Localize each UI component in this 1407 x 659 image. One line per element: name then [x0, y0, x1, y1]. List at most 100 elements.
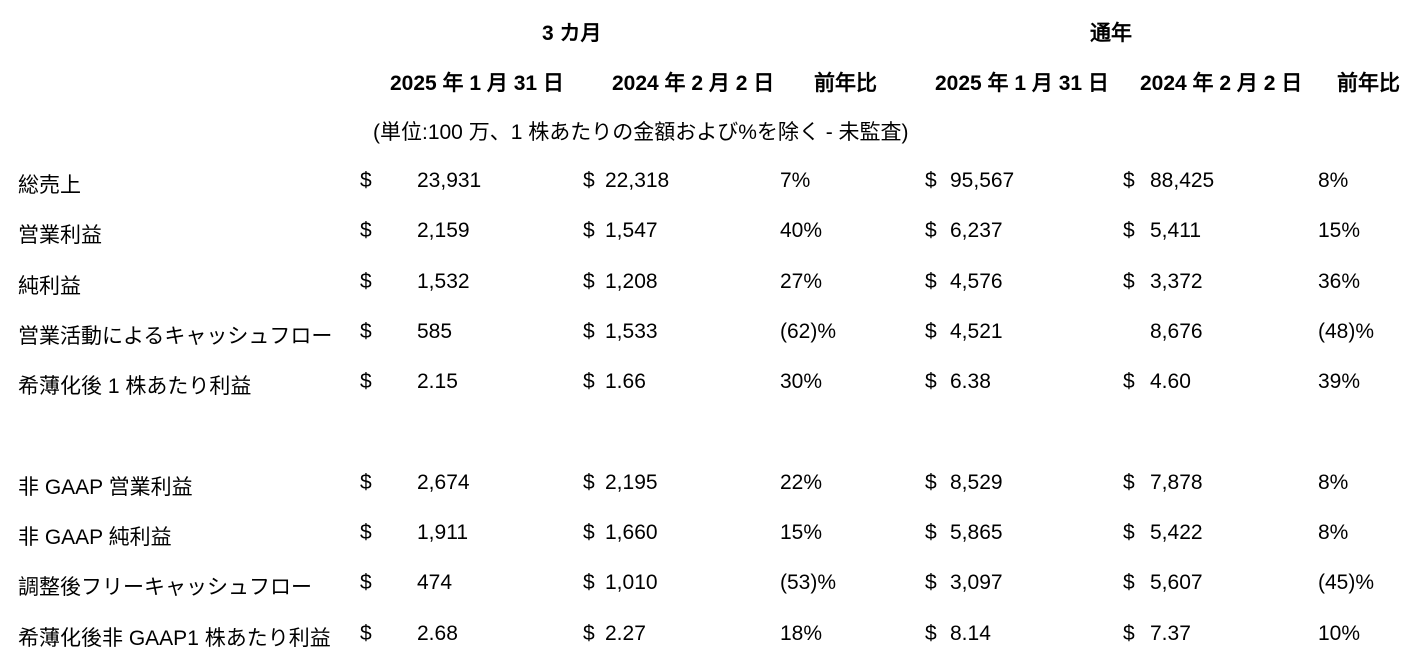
- value-q-prior: 1,533: [605, 320, 658, 343]
- value-q-yoy: 18%: [780, 622, 823, 645]
- dollar-sign: $: [583, 471, 595, 494]
- value-fy-yoy: 15%: [1318, 219, 1361, 242]
- value-fy-prior: 7,878: [1150, 471, 1203, 494]
- dollar-sign: $: [925, 219, 937, 242]
- table-row: 非 GAAP 営業利益 $ 2,674 $ 2,195 22% $ 8,529 …: [0, 471, 1407, 499]
- value-fy-yoy: 8%: [1318, 169, 1349, 192]
- dollar-sign: $: [925, 370, 937, 393]
- dollar-sign: $: [360, 320, 372, 343]
- row-label: 非 GAAP 営業利益: [18, 476, 193, 499]
- value-q-prior: 1,010: [605, 571, 658, 594]
- dollar-sign: $: [1123, 370, 1135, 393]
- row-label: 希薄化後 1 株あたり利益: [18, 375, 252, 398]
- value-q-prior: 2,195: [605, 471, 658, 494]
- dollar-sign: $: [1123, 270, 1135, 293]
- row-label: 総売上: [18, 174, 81, 197]
- value-fy-prior: 5,422: [1150, 521, 1203, 544]
- table-row: 調整後フリーキャッシュフロー $ 474 $ 1,010 (53)% $ 3,0…: [0, 571, 1407, 599]
- value-fy-prior: 88,425: [1150, 169, 1215, 192]
- column-header-fy-prior-date: 2024 年 2 月 2 日: [1140, 72, 1303, 95]
- column-header-q-current-date: 2025 年 1 月 31 日: [390, 72, 564, 95]
- value-q-current: 2.68: [417, 622, 458, 645]
- value-fy-yoy: 8%: [1318, 521, 1349, 544]
- value-q-prior: 1,208: [605, 270, 658, 293]
- dollar-sign: $: [925, 471, 937, 494]
- dollar-sign: $: [583, 219, 595, 242]
- row-label: 営業利益: [18, 224, 102, 247]
- value-q-yoy: 40%: [780, 219, 823, 242]
- dollar-sign: $: [360, 521, 372, 544]
- value-q-current: 1,911: [417, 521, 468, 544]
- dollar-sign: $: [925, 521, 937, 544]
- table-row: 希薄化後非 GAAP1 株あたり利益 $ 2.68 $ 2.27 18% $ 8…: [0, 622, 1407, 650]
- value-fy-current: 8.14: [950, 622, 991, 645]
- dollar-sign: $: [925, 320, 937, 343]
- dollar-sign: $: [583, 270, 595, 293]
- value-q-yoy: 27%: [780, 270, 823, 293]
- value-q-prior: 2.27: [605, 622, 646, 645]
- value-fy-current: 6,237: [950, 219, 1003, 242]
- dollar-sign: $: [1123, 521, 1135, 544]
- value-q-prior: 1,660: [605, 521, 658, 544]
- value-q-yoy: 30%: [780, 370, 823, 393]
- value-q-current: 1,532: [417, 270, 470, 293]
- value-fy-current: 4,521: [950, 320, 1003, 343]
- value-fy-yoy: 8%: [1318, 471, 1349, 494]
- value-fy-yoy: 10%: [1318, 622, 1361, 645]
- dollar-sign: $: [360, 370, 372, 393]
- value-q-prior: 1.66: [605, 370, 646, 393]
- dollar-sign: $: [583, 571, 595, 594]
- value-fy-current: 8,529: [950, 471, 1003, 494]
- value-fy-current: 5,865: [950, 521, 1003, 544]
- dollar-sign: $: [1123, 169, 1135, 192]
- dollar-sign: $: [1123, 471, 1135, 494]
- value-fy-prior: 5,607: [1150, 571, 1203, 594]
- table-row: 希薄化後 1 株あたり利益 $ 2.15 $ 1.66 30% $ 6.38 $…: [0, 370, 1407, 398]
- dollar-sign: $: [1123, 219, 1135, 242]
- column-header-fy-yoy: 前年比: [1337, 72, 1400, 95]
- dollar-sign: $: [360, 471, 372, 494]
- value-fy-prior: 4.60: [1150, 370, 1191, 393]
- column-header-fy-current-date: 2025 年 1 月 31 日: [935, 72, 1109, 95]
- row-label: 非 GAAP 純利益: [18, 526, 172, 549]
- dollar-sign: $: [583, 169, 595, 192]
- table-row: 営業利益 $ 2,159 $ 1,547 40% $ 6,237 $ 5,411…: [0, 219, 1407, 247]
- period-header-three-months: 3 カ月: [542, 22, 602, 45]
- value-fy-yoy: 36%: [1318, 270, 1361, 293]
- dollar-sign: $: [583, 622, 595, 645]
- table-row: 営業活動によるキャッシュフロー $ 585 $ 1,533 (62)% $ 4,…: [0, 320, 1407, 348]
- value-fy-prior: 8,676: [1150, 320, 1203, 343]
- value-q-yoy: (53)%: [780, 571, 837, 594]
- dollar-sign: $: [360, 219, 372, 242]
- value-q-yoy: 15%: [780, 521, 823, 544]
- value-fy-current: 95,567: [950, 169, 1015, 192]
- dollar-sign: $: [583, 521, 595, 544]
- value-fy-prior: 5,411: [1150, 219, 1201, 242]
- value-fy-current: 3,097: [950, 571, 1003, 594]
- value-q-prior: 1,547: [605, 219, 658, 242]
- value-q-current: 2.15: [417, 370, 458, 393]
- dollar-sign: $: [360, 270, 372, 293]
- value-fy-prior: 7.37: [1150, 622, 1191, 645]
- value-fy-yoy: (48)%: [1318, 320, 1375, 343]
- row-label: 希薄化後非 GAAP1 株あたり利益: [18, 627, 331, 650]
- row-label: 営業活動によるキャッシュフロー: [18, 325, 333, 348]
- dollar-sign: $: [925, 622, 937, 645]
- value-fy-current: 4,576: [950, 270, 1003, 293]
- value-q-yoy: (62)%: [780, 320, 837, 343]
- row-label: 調整後フリーキャッシュフロー: [18, 576, 312, 599]
- period-header-full-year: 通年: [1090, 22, 1132, 45]
- dollar-sign: $: [925, 270, 937, 293]
- value-q-current: 23,931: [417, 169, 482, 192]
- value-q-prior: 22,318: [605, 169, 670, 192]
- dollar-sign: $: [583, 370, 595, 393]
- dollar-sign: $: [360, 571, 372, 594]
- column-header-q-yoy: 前年比: [814, 72, 877, 95]
- row-label: 純利益: [18, 275, 81, 298]
- value-q-current: 585: [417, 320, 453, 343]
- dollar-sign: $: [360, 622, 372, 645]
- units-note: (単位:100 万、1 株あたりの金額および%を除く - 未監査): [373, 121, 909, 144]
- dollar-sign: $: [360, 169, 372, 192]
- value-fy-prior: 3,372: [1150, 270, 1203, 293]
